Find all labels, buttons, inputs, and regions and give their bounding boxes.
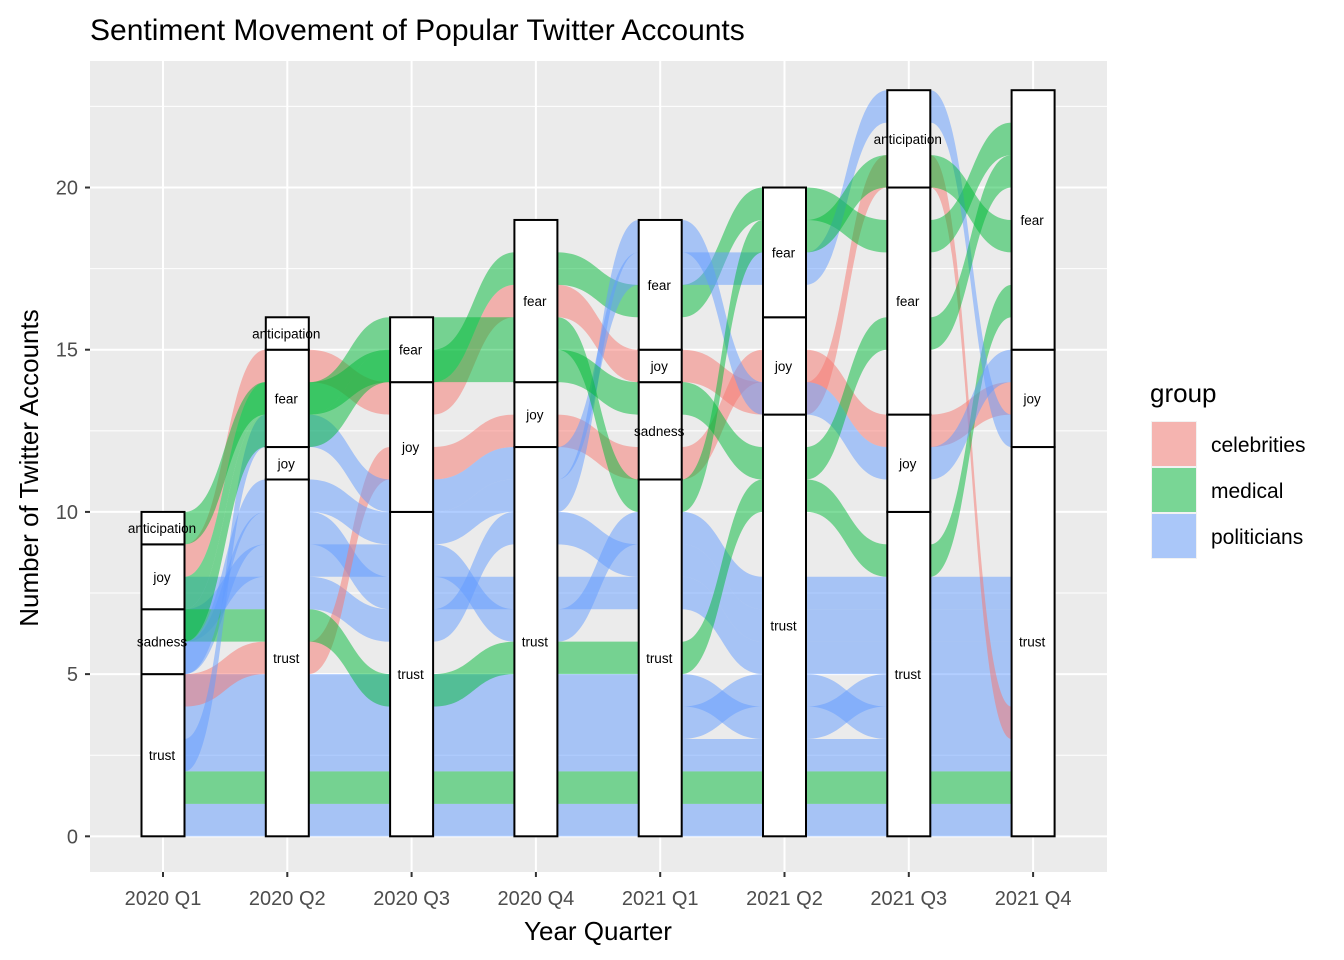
stratum-box-6-anticipation <box>886 89 932 189</box>
stratum-label: joy <box>401 440 420 455</box>
flow-medical-14 <box>141 155 1055 610</box>
stratum-box-3-joy <box>513 381 559 449</box>
stratum-label: joy <box>898 456 917 471</box>
legend: group celebrities medical politicians <box>1150 378 1306 559</box>
y-tick-label: 15 <box>56 340 78 362</box>
chart-title: Sentiment Movement of Popular Twitter Ac… <box>90 14 745 47</box>
flow-politicians-0 <box>141 803 1055 837</box>
stratum-label: joy <box>774 359 793 374</box>
flow-celebrities-8 <box>141 349 1055 707</box>
stratum-label: fear <box>648 278 672 293</box>
x-tick-label: 2020 Q4 <box>498 888 575 910</box>
legend-label-medical: medical <box>1211 480 1283 503</box>
x-tick-label: 2021 Q4 <box>995 888 1072 910</box>
stratum-box-2-fear <box>389 316 435 384</box>
stratum-label: joy <box>525 408 544 423</box>
stratum-label: fear <box>896 294 920 309</box>
legend-key-medical <box>1152 468 1196 512</box>
stratum-box-5-fear <box>762 186 807 319</box>
stratum-box-4-sadness <box>637 381 683 481</box>
legend-title: group <box>1150 378 1217 408</box>
stratum-box-4-fear <box>637 218 683 351</box>
y-tick-label: 10 <box>56 502 78 524</box>
stratum-label: trust <box>149 748 176 763</box>
stratum-box-6-joy <box>886 413 932 513</box>
x-tick-label: 2020 Q2 <box>249 888 326 910</box>
stratum-label: fear <box>1020 213 1044 228</box>
stratum-label: joy <box>152 570 171 585</box>
flow-medical-1 <box>141 771 1055 804</box>
flows <box>141 90 1055 837</box>
stratum-box-2-joy <box>389 381 435 513</box>
x-tick-label: 2020 Q1 <box>125 888 202 910</box>
legend-label-politicians: politicians <box>1211 526 1303 549</box>
stratum-label: fear <box>772 245 796 260</box>
y-axis-title: Number of Twitter Accounts <box>14 309 44 626</box>
stratum-label: trust <box>646 651 673 666</box>
stratum-box-0-sadness <box>140 608 186 676</box>
stratum-label: trust <box>895 667 922 682</box>
stratum-box-6-fear <box>886 186 932 416</box>
plot-panel: trust sadness joy anticipation trust joy fear a… <box>56 61 1107 910</box>
stratum-label: trust <box>273 651 300 666</box>
stratum-label: fear <box>275 391 299 406</box>
flow-politicians-7 <box>141 511 1055 642</box>
y-tick-label: 0 <box>67 826 78 848</box>
stratum-box-0-joy <box>140 543 186 611</box>
legend-key-politicians <box>1152 514 1196 558</box>
stratum-label: trust <box>397 667 424 682</box>
stratum-label: trust <box>1019 635 1046 650</box>
stratum-box-1-fear <box>264 348 310 449</box>
stratum-box-0-anticipation <box>140 510 186 546</box>
flow-politicians-12 <box>141 90 1055 772</box>
stratum-box-7-trust <box>1010 446 1056 838</box>
stratum-box-7-joy <box>1010 348 1056 449</box>
stratum-label: joy <box>650 359 669 374</box>
stratum-label: trust <box>522 635 549 650</box>
stratum-label: trust <box>770 618 797 633</box>
x-axis-title: Year Quarter <box>524 916 672 946</box>
y-tick-label: 5 <box>67 664 78 686</box>
stratum-label: fear <box>399 343 423 358</box>
stratum-box-3-fear <box>513 218 559 384</box>
y-tick-label: 20 <box>56 178 78 200</box>
stratum-label: joy <box>1022 391 1041 406</box>
legend-label-celebrities: celebrities <box>1211 434 1306 457</box>
stratum-label: sadness <box>634 424 685 439</box>
x-tick-label: 2021 Q3 <box>870 888 947 910</box>
stratum-box-7-fear <box>1010 89 1056 351</box>
flow-politicians-2 <box>141 738 1055 772</box>
strata: trust sadness joy anticipation trust joy fear a… <box>128 89 1056 838</box>
stratum-box-0-trust <box>140 673 186 838</box>
stratum-label: sadness <box>137 635 188 650</box>
stratum-box-1-anticipation <box>264 316 310 351</box>
stratum-label: anticipation <box>874 132 942 147</box>
flow-politicians-13 <box>141 219 1055 675</box>
stratum-label: anticipation <box>128 521 196 536</box>
x-tick-label: 2021 Q2 <box>746 888 823 910</box>
stratum-label: anticipation <box>252 326 320 341</box>
legend-key-celebrities <box>1152 422 1196 466</box>
stratum-label: joy <box>277 456 296 471</box>
stratum-label: fear <box>523 294 547 309</box>
x-tick-label: 2020 Q3 <box>373 888 450 910</box>
stratum-box-1-trust <box>264 478 310 838</box>
x-tick-label: 2021 Q1 <box>622 888 699 910</box>
